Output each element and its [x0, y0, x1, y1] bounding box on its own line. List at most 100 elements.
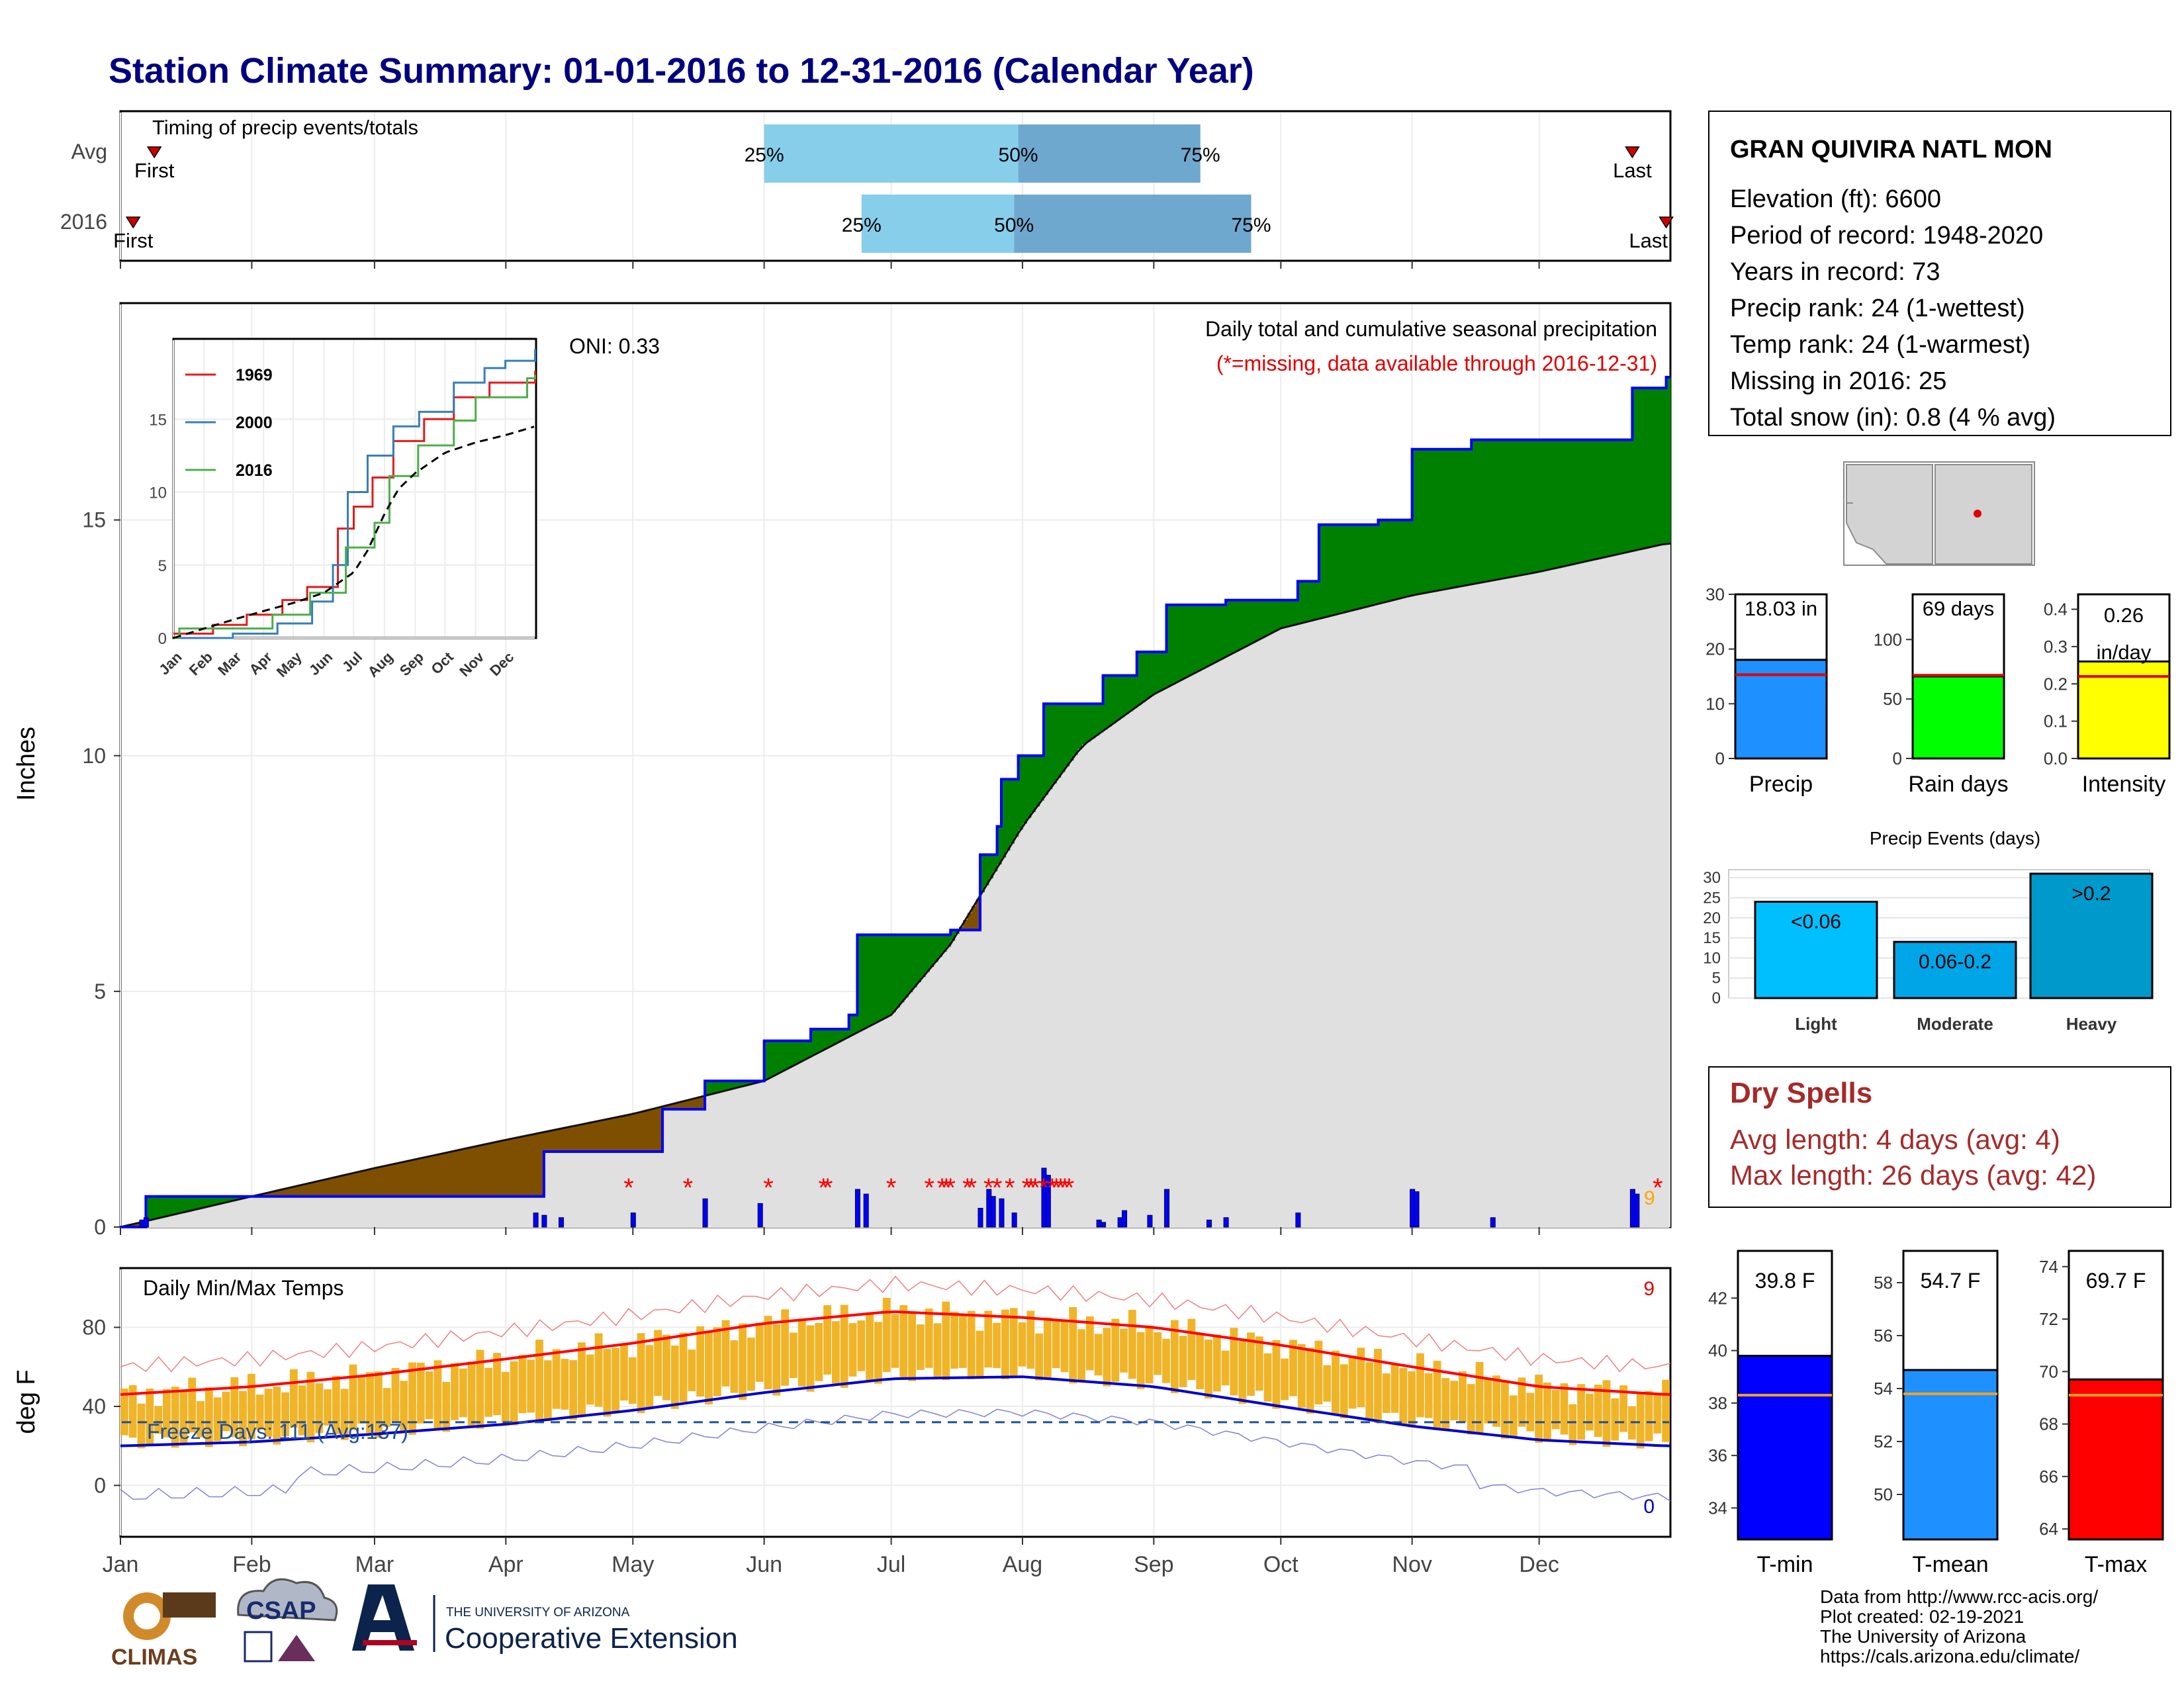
temp-y-tick-label: 0	[94, 1473, 106, 1497]
above-average-fill	[1556, 439, 1561, 568]
daily-temp-range-bar	[179, 1391, 188, 1443]
above-average-fill	[150, 1196, 155, 1220]
daily-precip-bar	[1147, 1214, 1153, 1228]
daily-precip-bar	[990, 1196, 996, 1228]
mini-bar-value-unit: in/day	[2097, 641, 2152, 664]
above-average-fill	[1641, 388, 1646, 549]
below-average-fill	[700, 1096, 705, 1109]
daily-temp-range-bar	[1001, 1309, 1009, 1380]
inset-y-tick-label: 15	[149, 411, 167, 429]
timing-last-marker	[1625, 146, 1640, 159]
above-average-fill	[993, 854, 998, 872]
above-average-fill	[1598, 439, 1604, 559]
above-average-fill	[1183, 604, 1189, 678]
daily-temp-range-bar	[1205, 1339, 1212, 1399]
above-average-fill	[1026, 755, 1032, 818]
below-average-fill	[306, 1183, 312, 1197]
missing-day-marker: *	[1051, 1173, 1062, 1203]
daily-temp-range-bar	[1509, 1395, 1518, 1437]
inset-line-2000	[173, 349, 537, 639]
timing-last-marker	[1659, 216, 1674, 229]
daily-temp-range-bar	[459, 1368, 467, 1418]
missing-day-marker: *	[983, 1173, 994, 1203]
below-average-fill	[302, 1184, 308, 1197]
below-average-fill	[976, 899, 981, 931]
daily-temp-range-bar	[790, 1332, 797, 1379]
above-average-fill	[802, 1040, 807, 1060]
below-average-fill	[666, 1105, 672, 1109]
daily-temp-range-bar	[349, 1364, 357, 1430]
mini-bar-y-tick-label: 100	[1874, 629, 1902, 649]
daily-temp-range-bar	[366, 1372, 374, 1433]
above-average-fill	[162, 1196, 167, 1217]
daily-temp-range-bar	[442, 1382, 451, 1432]
daily-temp-range-bar	[467, 1361, 476, 1428]
average-min-line	[120, 1375, 1671, 1447]
daily-temp-range-bar	[679, 1332, 688, 1402]
month-label: Jul	[877, 1552, 905, 1577]
above-average-fill	[1200, 604, 1205, 669]
temp-bar-y-tick-label: 72	[2039, 1309, 2058, 1329]
timing-bar-q50-q75	[1014, 195, 1251, 253]
above-average-fill	[882, 935, 887, 1019]
above-average-fill	[739, 1081, 744, 1087]
above-average-fill	[895, 935, 900, 1008]
daily-temp-range-bar	[1526, 1393, 1535, 1432]
timing-q50-label: 50%	[999, 144, 1038, 166]
timing-q25-label: 25%	[745, 144, 784, 166]
daily-temp-range-bar	[1602, 1380, 1611, 1447]
daily-precip-bar	[757, 1203, 763, 1228]
below-average-fill	[459, 1149, 464, 1197]
above-average-fill	[1459, 449, 1464, 586]
below-average-fill	[607, 1119, 612, 1152]
above-average-fill	[1141, 652, 1146, 702]
precip-y-tick-label: 10	[82, 744, 106, 768]
above-average-fill	[1509, 439, 1514, 577]
above-average-fill	[1623, 439, 1629, 553]
above-average-fill	[1488, 439, 1493, 581]
daily-temp-range-bar	[1196, 1334, 1205, 1390]
below-average-fill	[374, 1167, 379, 1197]
above-average-fill	[1632, 388, 1637, 551]
daily-temp-range-bar	[1399, 1367, 1408, 1426]
below-average-fill	[637, 1112, 642, 1152]
inset-legend-label: 1969	[236, 366, 273, 385]
above-average-fill	[205, 1196, 210, 1207]
below-average-fill	[433, 1154, 439, 1197]
above-average-fill	[1590, 439, 1595, 561]
below-average-fill	[522, 1136, 527, 1197]
month-label: Dec	[1519, 1552, 1559, 1577]
month-label: Jan	[103, 1552, 139, 1577]
above-average-fill	[1327, 524, 1332, 616]
daily-temp-range-bar	[1535, 1375, 1543, 1443]
temp-bar-value	[1737, 1355, 1833, 1541]
above-average-fill	[797, 1040, 803, 1062]
precip-events-bar	[1893, 940, 2017, 999]
daily-temp-range-bar	[730, 1340, 739, 1393]
daily-temp-range-bar	[1551, 1390, 1560, 1430]
above-average-fill	[1602, 439, 1608, 557]
precip-events-bar-label: Heavy	[2066, 1014, 2117, 1034]
average-max-line	[120, 1310, 1671, 1396]
below-average-fill	[514, 1137, 520, 1197]
missing-day-marker: *	[763, 1173, 774, 1203]
above-average-fill	[1348, 524, 1353, 611]
above-average-fill	[1424, 449, 1430, 593]
above-average-fill	[857, 935, 862, 1032]
timing-first-marker	[125, 216, 141, 229]
above-average-fill	[751, 1081, 756, 1084]
mini-bar-y-tick-label: 0.0	[2044, 749, 2068, 768]
above-average-fill	[1577, 439, 1582, 563]
record-high-envelope	[120, 1275, 1671, 1373]
above-average-fill	[772, 1040, 778, 1075]
above-average-fill	[1318, 524, 1324, 619]
daily-temp-range-bar	[1645, 1391, 1653, 1441]
daily-temp-range-bar	[1577, 1384, 1586, 1440]
daily-temp-range-bar	[1035, 1333, 1043, 1381]
daily-temp-range-bar	[815, 1322, 823, 1381]
daily-precip-bar	[541, 1214, 547, 1228]
above-average-fill	[1302, 581, 1307, 623]
above-average-fill	[1081, 704, 1087, 745]
above-average-fill	[887, 935, 892, 1017]
daily-temp-range-bar	[705, 1331, 713, 1405]
